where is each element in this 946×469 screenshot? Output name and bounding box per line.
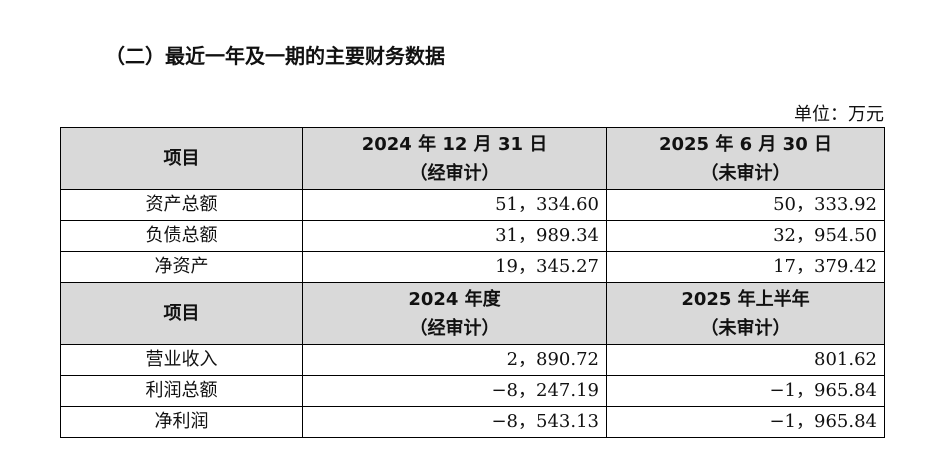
income-col2-header: 2025 年上半年 （未审计） [606,282,885,345]
item-header: 项目 [60,127,303,190]
balance-col2-date: 2025 年 6 月 30 日 [658,133,832,155]
income-col1-audit: （经审计） [409,317,500,339]
item-header: 项目 [60,282,303,345]
row-label: 净资产 [60,251,303,283]
row-value: 32，954.50 [606,220,885,252]
balance-col2-audit: （未审计） [700,162,791,184]
row-value: −1，965.84 [606,375,885,407]
row-value: 50，333.92 [606,189,885,221]
row-value: 19，345.27 [302,251,607,283]
row-value: −8，543.13 [302,406,607,438]
row-value: −8，247.19 [302,375,607,407]
unit-label: 单位：万元 [794,104,884,125]
row-label: 利润总额 [60,375,303,407]
row-value: 2，890.72 [302,344,607,376]
balance-col2-header: 2025 年 6 月 30 日 （未审计） [606,127,885,190]
row-value: 801.62 [606,344,885,376]
row-label: 资产总额 [60,189,303,221]
row-label: 营业收入 [60,344,303,376]
income-col1-period: 2024 年度 [408,288,501,310]
income-col2-period: 2025 年上半年 [681,288,810,310]
income-header-row: 项目 2024 年度 （经审计） 2025 年上半年 （未审计） [60,282,885,345]
balance-col1-date: 2024 年 12 月 31 日 [361,133,548,155]
table-row: 净利润 −8，543.13 −1，965.84 [60,406,885,438]
table-row: 营业收入 2，890.72 801.62 [60,344,885,376]
income-col1-header: 2024 年度 （经审计） [302,282,607,345]
table-row: 净资产 19，345.27 17，379.42 [60,251,885,283]
row-value: 17，379.42 [606,251,885,283]
balance-header-row: 项目 2024 年 12 月 31 日 （经审计） 2025 年 6 月 30 … [60,127,885,190]
income-col2-audit: （未审计） [700,317,791,339]
row-label: 负债总额 [60,220,303,252]
row-value: 51，334.60 [302,189,607,221]
balance-col1-audit: （经审计） [409,162,500,184]
row-label: 净利润 [60,406,303,438]
section-title: （二）最近一年及一期的主要财务数据 [105,44,445,68]
balance-col1-header: 2024 年 12 月 31 日 （经审计） [302,127,607,190]
table-row: 负债总额 31，989.34 32，954.50 [60,220,885,252]
financial-data-table: 项目 2024 年 12 月 31 日 （经审计） 2025 年 6 月 30 … [60,127,885,438]
row-value: −1，965.84 [606,406,885,438]
table-row: 资产总额 51，334.60 50，333.92 [60,189,885,221]
table-row: 利润总额 −8，247.19 −1，965.84 [60,375,885,407]
row-value: 31，989.34 [302,220,607,252]
